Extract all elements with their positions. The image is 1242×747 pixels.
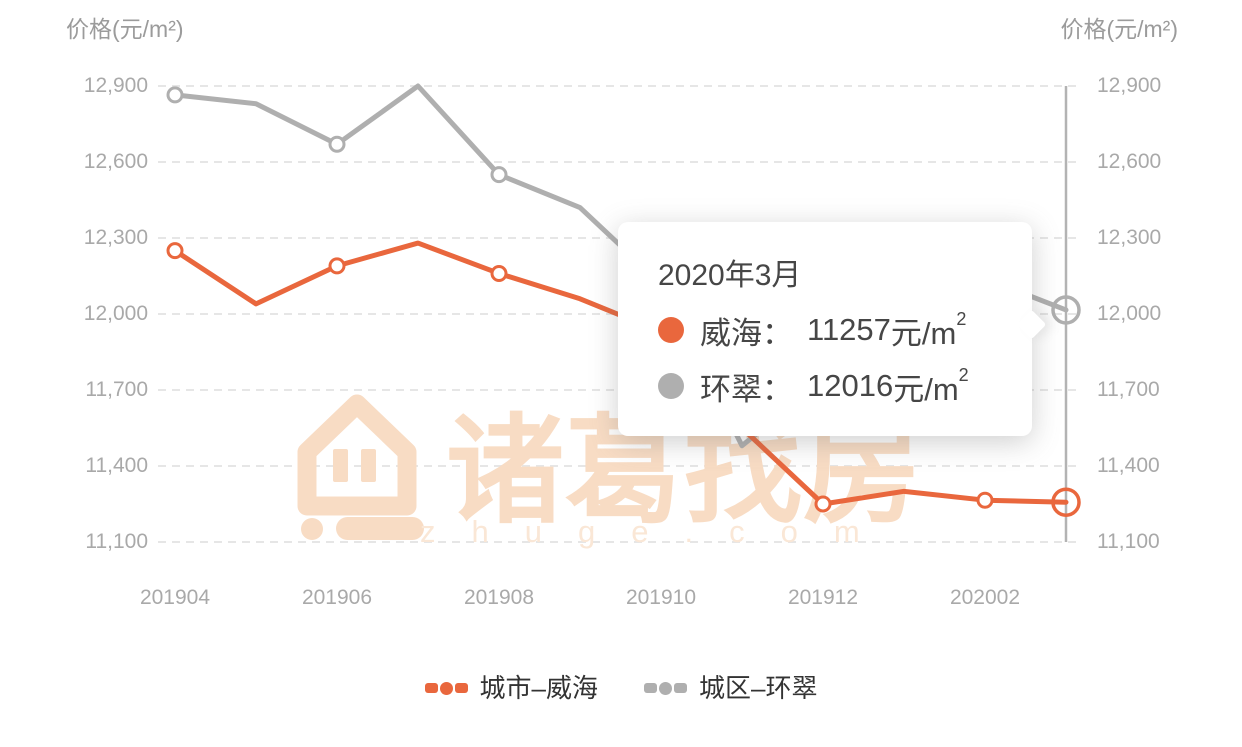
tooltip: 2020年3月 威海： 11257 元/m 2 环翠： 12016 元/m 2 [618,222,1047,436]
y-axis-label: 12,300 [1097,226,1162,249]
data-point-环翠 [490,166,508,184]
emphasis-layer [1051,295,1081,517]
watermark-house-icon [297,394,417,516]
y-axis-label: 12,900 [83,74,148,97]
highlighted-point-威海 [1051,487,1081,517]
y-axis-label: 12,300 [83,226,148,249]
legend: 城市–威海 城区–环翠 [0,671,1242,705]
data-point-威海 [490,264,508,282]
y-axis-title-left: 价格(元/m²) [66,16,184,42]
data-point-威海 [328,257,346,275]
legend-item-huancui[interactable]: 城区–环翠 [644,671,817,705]
tooltip-series-label: 威海： [700,315,793,351]
data-point-威海 [976,491,994,509]
x-axis-label: 201912 [787,586,859,609]
tooltip-title: 2020年3月 [658,259,802,292]
x-axis-label: 202002 [949,586,1021,609]
y-axis-label: 11,700 [1097,378,1160,401]
data-point-威海 [166,242,184,260]
y-axis-label: 11,700 [85,378,148,401]
data-point-环翠 [328,135,346,153]
legend-label: 城区–环翠 [699,673,818,703]
watermark-house-details [301,449,424,540]
y-axis-label: 12,000 [1097,302,1162,325]
watermark-domain-text: zhuge.com [420,514,896,549]
series-dot-icon [658,317,684,343]
tooltip-series-value: 12016 [807,368,894,403]
y-axis-label: 12,000 [83,302,148,325]
tooltip-series-value: 11257 [807,312,891,347]
x-axis-label: 201904 [139,586,211,609]
tooltip-row: 环翠： 12016 元/m 2 [658,364,1002,408]
legend-label: 城市–威海 [479,673,598,703]
y-axis-label: 11,100 [1097,530,1160,553]
y-axis-label: 11,400 [85,454,148,477]
y-axis-label: 12,600 [1097,150,1162,173]
highlighted-point-环翠 [1051,295,1081,325]
legend-item-weihai[interactable]: 城市–威海 [424,671,598,705]
data-point-威海 [814,495,832,513]
series-dot-icon [658,373,684,399]
data-point-环翠 [166,86,184,104]
legend-line-marker-icon [644,681,687,695]
legend-line-marker-icon [424,681,468,695]
tooltip-series-label: 环翠： [700,371,793,407]
y-axis-label: 12,600 [83,150,148,173]
x-axis-label: 201910 [625,586,697,609]
x-axis-label: 201908 [463,586,535,609]
y-axis-label: 11,100 [85,530,148,553]
tooltip-row: 威海： 11257 元/m 2 [658,308,1002,352]
tooltip-unit: 元/m [890,315,957,351]
y-axis-title-right: 价格(元/m²) [1060,16,1178,42]
y-axis-label: 12,900 [1097,74,1162,97]
tooltip-unit: 元/m [893,371,959,407]
y-axis-label: 11,400 [1097,454,1160,477]
x-axis-label: 201906 [301,586,373,609]
